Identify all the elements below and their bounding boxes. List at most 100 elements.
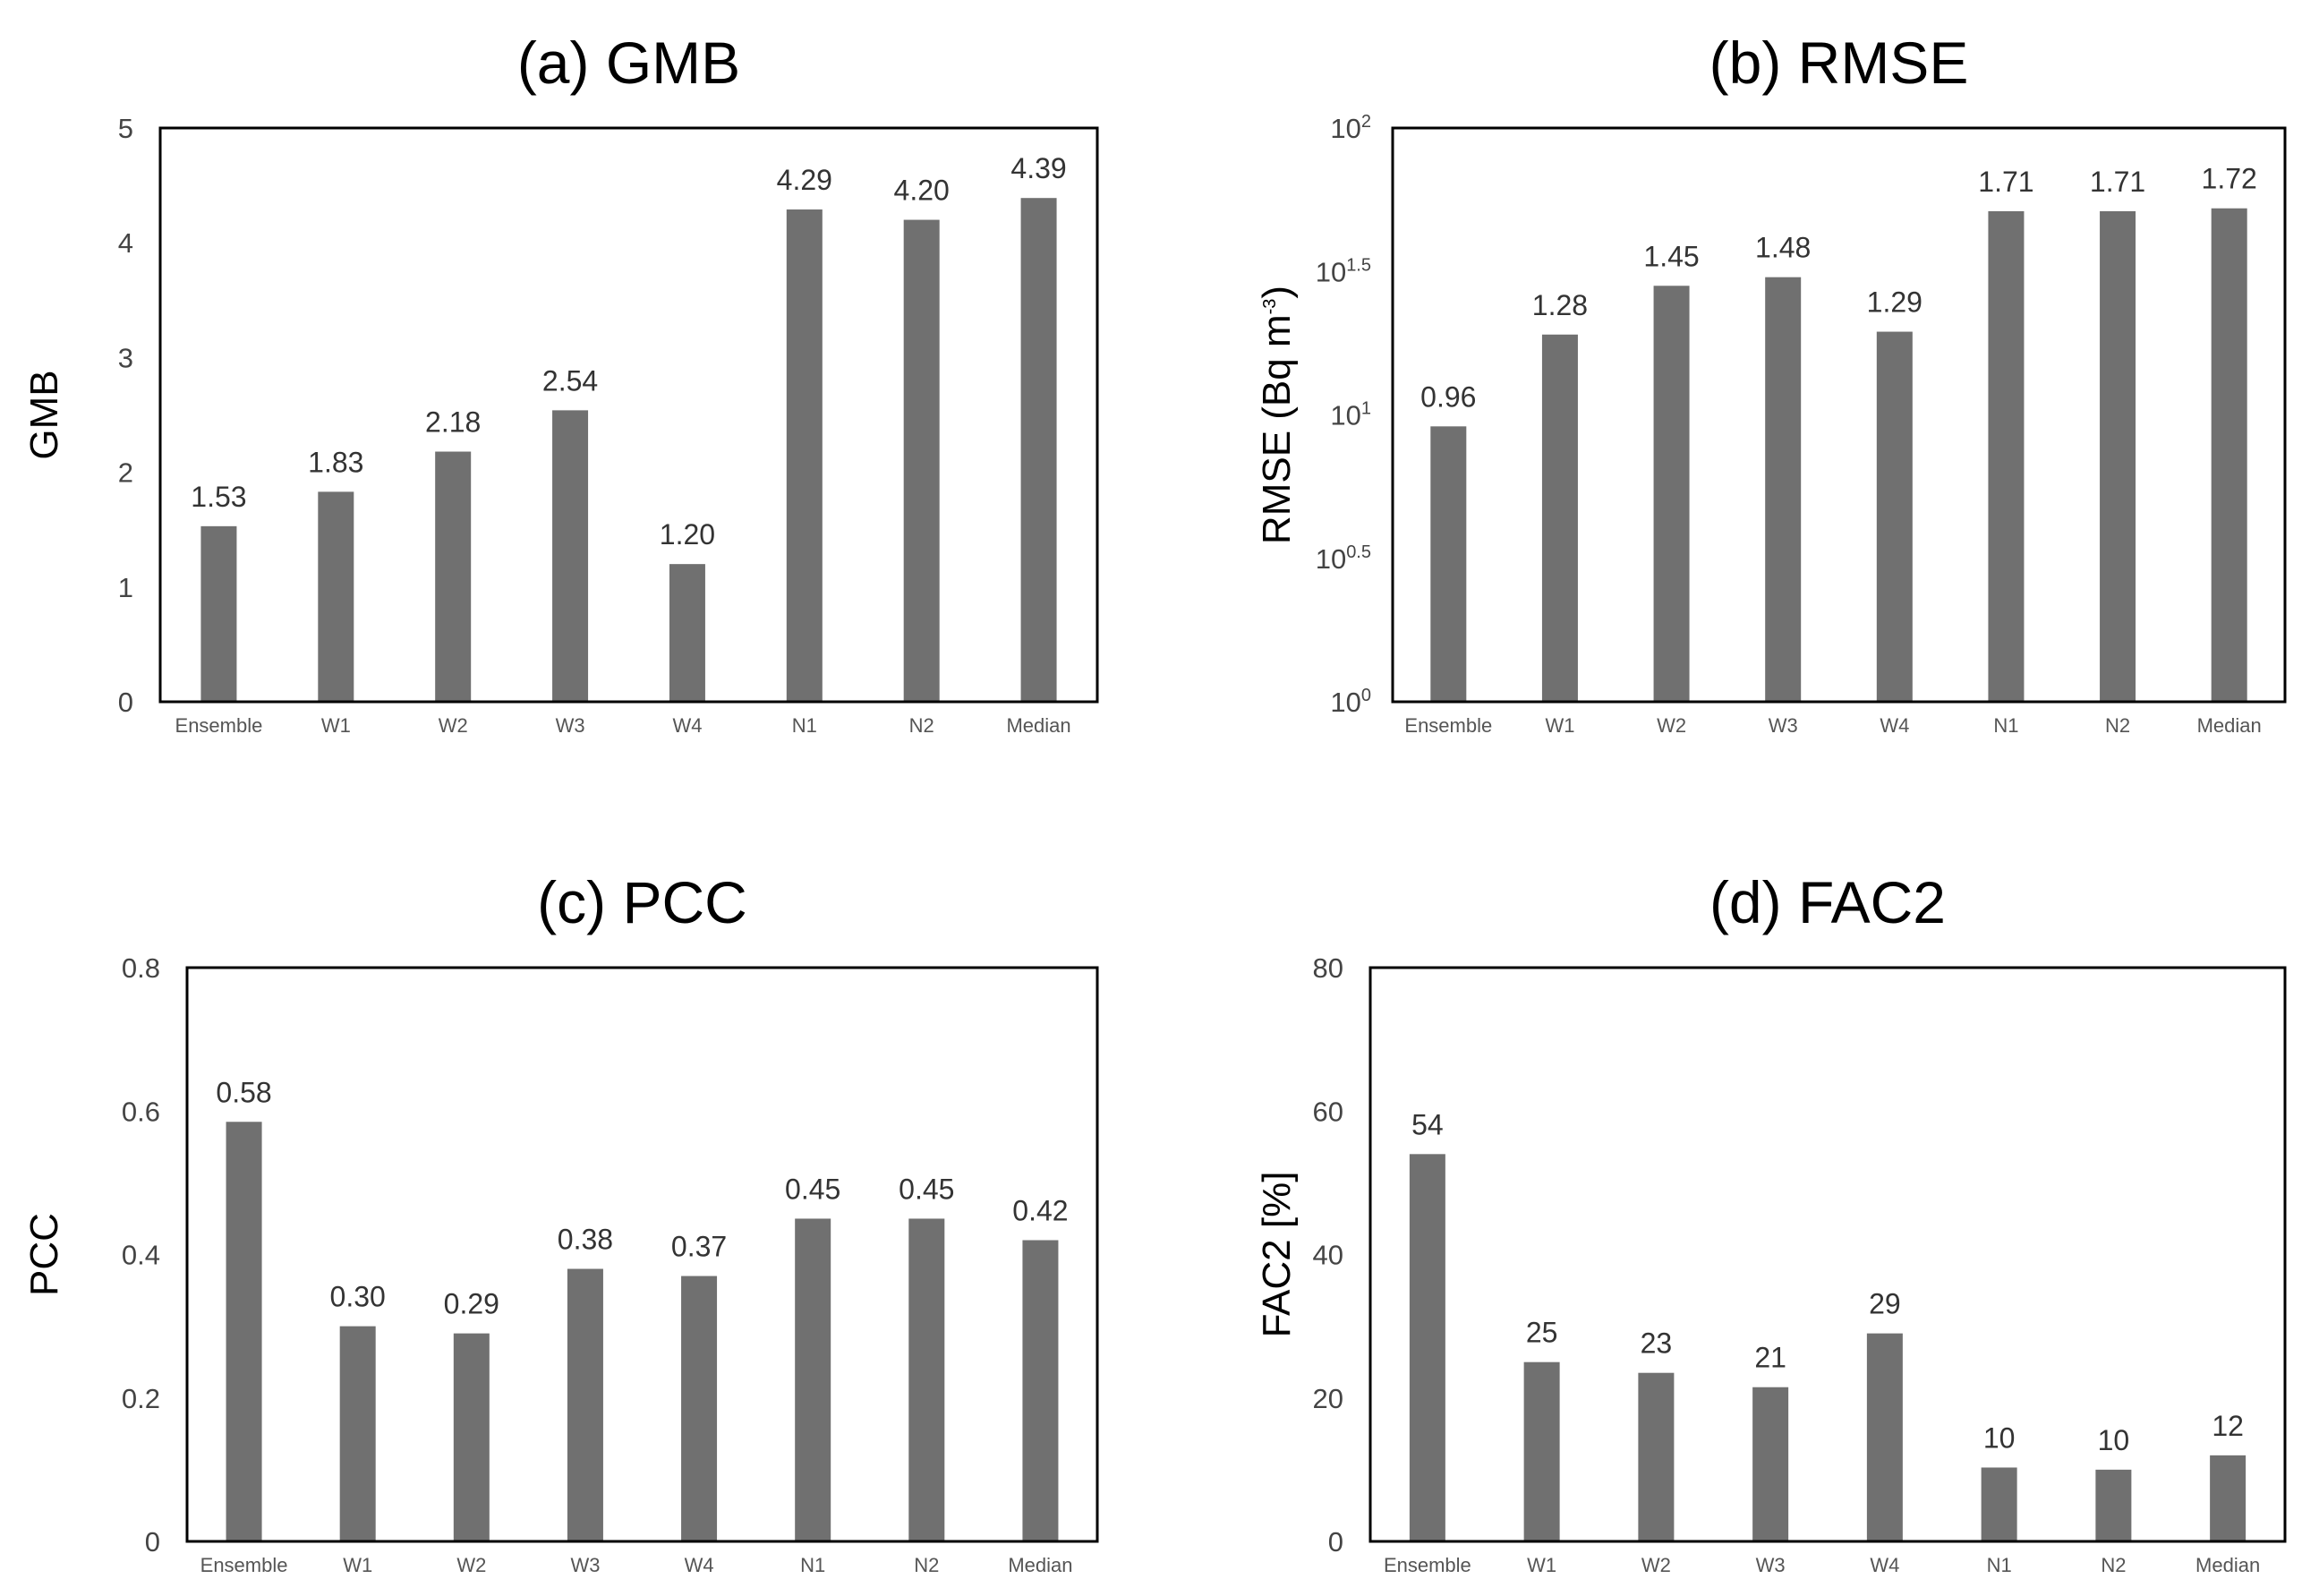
x-tick-label: W3 [1769, 714, 1798, 737]
bar-ensemble [1430, 426, 1467, 702]
bar-median [1020, 198, 1057, 702]
x-tick-label: W1 [1545, 714, 1574, 737]
bar-w1 [339, 1326, 376, 1541]
bar-w3 [1752, 1387, 1789, 1541]
bar-n2 [2100, 210, 2136, 702]
x-tick-label: W1 [343, 1554, 372, 1576]
y-tick-label: 5 [118, 113, 133, 144]
bar-n2 [2095, 1469, 2132, 1541]
data-label: 4.39 [1010, 152, 1066, 184]
y-axis-label: PCC [22, 1213, 66, 1296]
bar-n1 [795, 1218, 831, 1541]
data-label: 0.30 [330, 1281, 386, 1313]
y-tick-label: 0 [118, 687, 133, 718]
y-axis-label: RMSE (Bq m-3) [1255, 286, 1299, 544]
y-tick-label: 4 [118, 227, 133, 259]
y-tick-label: 100 [1330, 686, 1371, 718]
x-tick-label: Ensemble [1384, 1554, 1471, 1576]
y-tick-label: 60 [1313, 1096, 1343, 1127]
bar-median [1022, 1240, 1059, 1541]
bar-w1 [318, 491, 354, 702]
data-label: 1.29 [1867, 286, 1923, 319]
x-tick-label: W2 [439, 714, 468, 737]
data-label: 0.45 [899, 1173, 954, 1205]
bar-median [2211, 208, 2247, 703]
bar-w1 [1541, 334, 1578, 702]
x-tick-label: N1 [792, 714, 817, 737]
x-tick-label: W2 [456, 1554, 486, 1576]
y-tick-label: 0 [1328, 1526, 1343, 1558]
plot-frame [1391, 126, 2287, 704]
bar-w2 [1653, 286, 1690, 702]
y-tick-label: 0.2 [122, 1383, 160, 1414]
data-label: 1.48 [1755, 232, 1811, 264]
bar-n1 [1988, 210, 2025, 702]
chart-panel-3: (d) FAC2 FAC2 [%] 0 20 40 60 80 54 Ensemble 25 W1 2… [1255, 869, 2287, 1576]
x-tick-label: W3 [1756, 1554, 1786, 1576]
plot-frame [1368, 966, 2287, 1543]
bar-w2 [435, 451, 472, 702]
data-label: 0.29 [444, 1288, 499, 1320]
x-tick-label: W4 [1870, 1554, 1899, 1576]
chart-panel-0: (a) GMB GMB 0 1 2 3 4 5 1.53 Ensemble 1.83 W1 2.18 W2… [22, 30, 1099, 737]
x-tick-label: W4 [1880, 714, 1909, 737]
data-label: 4.29 [777, 164, 832, 196]
data-label: 10 [2098, 1424, 2130, 1456]
y-tick-label: 40 [1313, 1240, 1343, 1271]
bar-median [2210, 1455, 2247, 1541]
x-tick-label: N1 [800, 1554, 825, 1576]
bar-ensemble [1409, 1154, 1445, 1541]
bar-n1 [786, 209, 823, 703]
y-tick-label: 100.5 [1316, 542, 1371, 575]
y-tick-label: 102 [1330, 112, 1371, 144]
x-tick-label: Median [1006, 714, 1070, 737]
y-tick-label: 2 [118, 457, 133, 489]
x-tick-label: N2 [914, 1554, 939, 1576]
y-tick-label: 20 [1313, 1383, 1343, 1414]
data-label: 0.38 [558, 1224, 613, 1256]
bar-w4 [1876, 331, 1913, 702]
data-label: 1.28 [1532, 289, 1588, 321]
chart-title: (d) FAC2 [1709, 869, 1946, 935]
chart-title: (c) PCC [537, 869, 747, 935]
data-label: 0.42 [1012, 1194, 1068, 1226]
data-label: 54 [1411, 1108, 1444, 1140]
data-label: 1.71 [2090, 166, 2145, 198]
data-label: 1.45 [1643, 240, 1699, 272]
chart-title: (a) GMB [517, 30, 740, 96]
bar-w3 [567, 1268, 603, 1541]
data-label: 4.20 [894, 175, 950, 207]
x-tick-label: N1 [1987, 1554, 2012, 1576]
y-tick-label: 1 [118, 572, 133, 603]
bar-n2 [903, 219, 940, 702]
x-tick-label: W4 [685, 1554, 714, 1576]
chart-panel-1: (b) RMSE RMSE (Bq m-3) 100 100.5 101 101.5 102… [1255, 30, 2287, 737]
bar-w2 [453, 1333, 490, 1541]
x-tick-label: W3 [556, 714, 585, 737]
data-label: 0.96 [1420, 380, 1476, 413]
y-tick-label: 80 [1313, 952, 1343, 984]
chart-panel-2: (c) PCC PCC 0 0.2 0.4 0.6 0.8 0.58 Ensemble 0.30 W… [22, 869, 1099, 1576]
bar-w3 [1765, 277, 1802, 702]
data-label: 2.18 [425, 406, 481, 439]
bar-n1 [1981, 1467, 2017, 1541]
bar-ensemble [226, 1122, 262, 1541]
data-label: 1.83 [308, 446, 363, 478]
x-tick-label: W2 [1641, 1554, 1671, 1576]
x-tick-label: W1 [1527, 1554, 1556, 1576]
x-tick-label: N1 [1993, 714, 2018, 737]
x-tick-label: Ensemble [175, 714, 263, 737]
data-label: 1.71 [1978, 166, 2033, 198]
data-label: 23 [1641, 1327, 1673, 1360]
x-tick-label: N2 [2101, 1554, 2126, 1576]
data-label: 12 [2212, 1410, 2244, 1442]
bar-w4 [669, 564, 705, 702]
y-tick-label: 3 [118, 342, 133, 373]
data-label: 10 [1983, 1421, 2016, 1454]
y-tick-label: 101.5 [1316, 255, 1371, 287]
x-tick-label: W3 [570, 1554, 600, 1576]
x-tick-label: N2 [909, 714, 934, 737]
x-tick-label: Median [1008, 1554, 1072, 1576]
x-tick-label: Ensemble [200, 1554, 288, 1576]
